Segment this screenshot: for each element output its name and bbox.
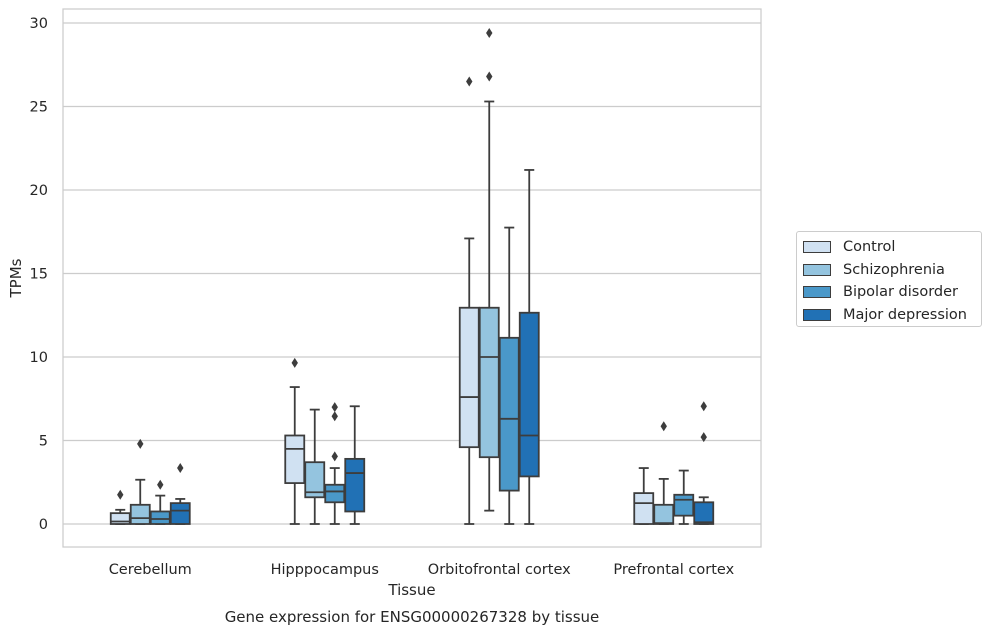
box-3-4: [673, 469, 695, 525]
box-body: [518, 311, 540, 478]
box-body: [169, 502, 191, 525]
box-1-2: [284, 357, 306, 525]
x-tick-label: Cerebellum: [109, 562, 192, 578]
outlier-point: [700, 432, 707, 443]
box-body: [498, 336, 520, 492]
box-3-1: [149, 479, 171, 525]
box-4-1: [169, 463, 191, 525]
outlier-point: [137, 438, 144, 449]
box-body: [149, 510, 171, 525]
legend-swatch: [803, 308, 831, 321]
legend-label: Bipolar disorder: [843, 284, 958, 301]
outlier-point: [331, 451, 338, 462]
legend-swatch: [803, 286, 831, 299]
box-body: [304, 461, 326, 499]
x-tick-label: Hipppocampus: [271, 562, 379, 578]
x-tick-label: Orbitofrontal cortex: [428, 562, 571, 578]
y-tick-label: 5: [39, 434, 48, 450]
outlier-point: [466, 76, 473, 87]
box-2-4: [653, 421, 675, 525]
y-tick-label: 10: [30, 350, 48, 366]
box-3-3: [498, 226, 520, 525]
outlier-point: [117, 489, 124, 500]
box-4-3: [518, 169, 540, 525]
box-body: [109, 512, 131, 525]
chart-title: Gene expression for ENSG00000267328 by t…: [225, 608, 600, 626]
box-body: [693, 501, 715, 525]
box-2-1: [129, 438, 151, 525]
legend-item-major-depression: Major depression: [803, 304, 981, 327]
boxes: [109, 28, 715, 525]
gridlines: [63, 22, 761, 525]
legend-item-control: Control: [803, 236, 981, 259]
box-body: [129, 503, 151, 525]
legend-label: Schizophrenia: [843, 261, 945, 278]
y-tick-label: 25: [30, 100, 48, 116]
y-tick-label: 0: [39, 517, 48, 533]
y-axis-label: TPMs: [7, 258, 25, 298]
box-1-3: [458, 76, 480, 525]
legend-item-bipolar-disorder: Bipolar disorder: [803, 281, 981, 304]
box-body: [633, 492, 655, 525]
outlier-point: [486, 71, 493, 82]
y-tick-label: 30: [30, 16, 48, 32]
box-body: [344, 457, 366, 513]
outlier-point: [700, 401, 707, 412]
outlier-point: [291, 357, 298, 368]
outlier-point: [331, 411, 338, 422]
box-4-4: [693, 401, 715, 525]
legend: Control Schizophrenia Bipolar disorder M…: [796, 231, 982, 327]
box-body: [478, 306, 500, 459]
box-1-4: [633, 467, 655, 525]
box-3-2: [324, 402, 346, 525]
box-body: [673, 493, 695, 517]
box-2-3: [478, 28, 500, 512]
box-body: [653, 503, 675, 525]
outlier-point: [177, 463, 184, 474]
x-axis-label: Tissue: [387, 581, 435, 599]
legend-swatch: [803, 263, 831, 276]
legend-swatch: [803, 241, 831, 254]
legend-item-schizophrenia: Schizophrenia: [803, 259, 981, 282]
box-4-2: [344, 405, 366, 525]
outlier-point: [331, 402, 338, 413]
y-tick-label: 15: [30, 267, 48, 283]
x-tick-label: Prefrontal cortex: [613, 562, 734, 578]
box-body: [324, 483, 346, 504]
plot-frame: [62, 8, 762, 548]
legend-label: Control: [843, 239, 896, 256]
outlier-point: [157, 479, 164, 490]
x-axis-ticks: Cerebellum Hipppocampus Orbitofrontal cort…: [109, 562, 735, 578]
outlier-point: [486, 28, 493, 39]
legend-label: Major depression: [843, 306, 967, 323]
y-tick-label: 20: [30, 183, 48, 199]
box-1-1: [109, 489, 131, 525]
y-axis-ticks: 0 5 10 15 20 25 30: [30, 16, 48, 533]
box-2-2: [304, 408, 326, 525]
box-body: [458, 306, 480, 449]
outlier-point: [660, 421, 667, 432]
box-body: [284, 434, 306, 484]
